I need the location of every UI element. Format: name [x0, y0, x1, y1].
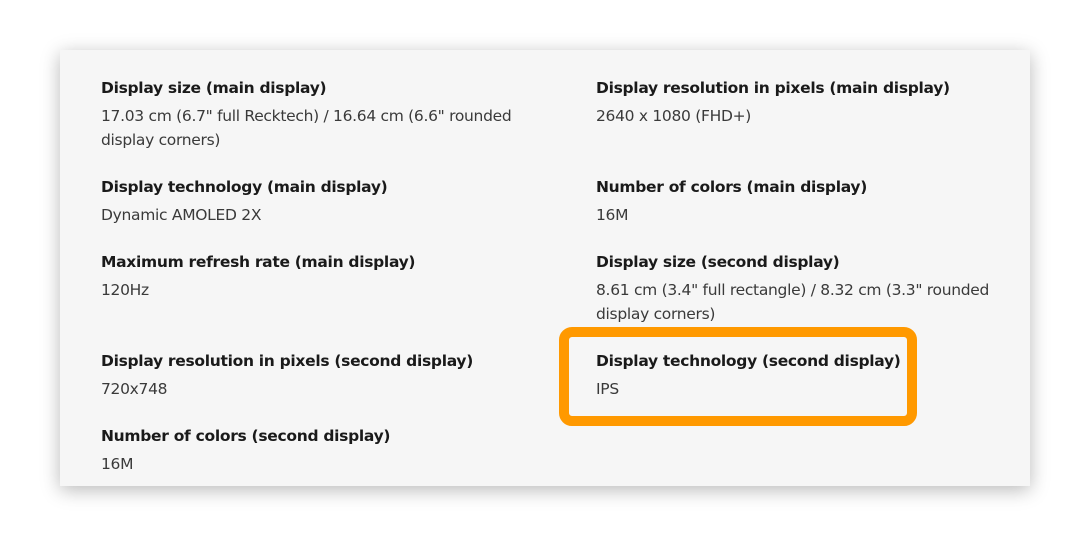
- spec-value: 17.03 cm (6.7" full Recktech) / 16.64 cm…: [101, 107, 512, 149]
- spec-value: Dynamic AMOLED 2X: [101, 206, 262, 224]
- display-specs-card: [60, 50, 1030, 486]
- spec-value: 16M: [596, 206, 629, 224]
- spec-label: Number of colors (main display): [596, 178, 868, 196]
- spec-value: 720x748: [101, 380, 168, 398]
- spec-technology-main: Display technology (main display) Dynami…: [101, 175, 521, 227]
- spec-display-size-second: Display size (second display) 8.61 cm (3…: [596, 250, 1016, 326]
- spec-value: 120Hz: [101, 281, 149, 299]
- spec-label: Display technology (main display): [101, 178, 388, 196]
- spec-colors-main: Number of colors (main display) 16M: [596, 175, 1016, 227]
- spec-label: Number of colors (second display): [101, 427, 391, 445]
- spec-label: Display size (second display): [596, 253, 840, 271]
- spec-label: Display technology (second display): [596, 352, 901, 370]
- spec-colors-second: Number of colors (second display) 16M: [101, 424, 521, 476]
- spec-label: Display size (main display): [101, 79, 327, 97]
- spec-label: Maximum refresh rate (main display): [101, 253, 416, 271]
- spec-refresh-rate-main: Maximum refresh rate (main display) 120H…: [101, 250, 521, 302]
- spec-display-size-main: Display size (main display) 17.03 cm (6.…: [101, 76, 521, 152]
- spec-resolution-main: Display resolution in pixels (main displ…: [596, 76, 1016, 128]
- spec-resolution-second: Display resolution in pixels (second dis…: [101, 349, 521, 401]
- spec-value: 2640 x 1080 (FHD+): [596, 107, 752, 125]
- spec-value: IPS: [596, 380, 619, 398]
- spec-technology-second: Display technology (second display) IPS: [596, 349, 1016, 401]
- spec-value: 16M: [101, 455, 134, 473]
- spec-label: Display resolution in pixels (second dis…: [101, 352, 473, 370]
- spec-value: 8.61 cm (3.4" full rectangle) / 8.32 cm …: [596, 281, 990, 323]
- spec-label: Display resolution in pixels (main displ…: [596, 79, 950, 97]
- highlight-box: [559, 327, 917, 426]
